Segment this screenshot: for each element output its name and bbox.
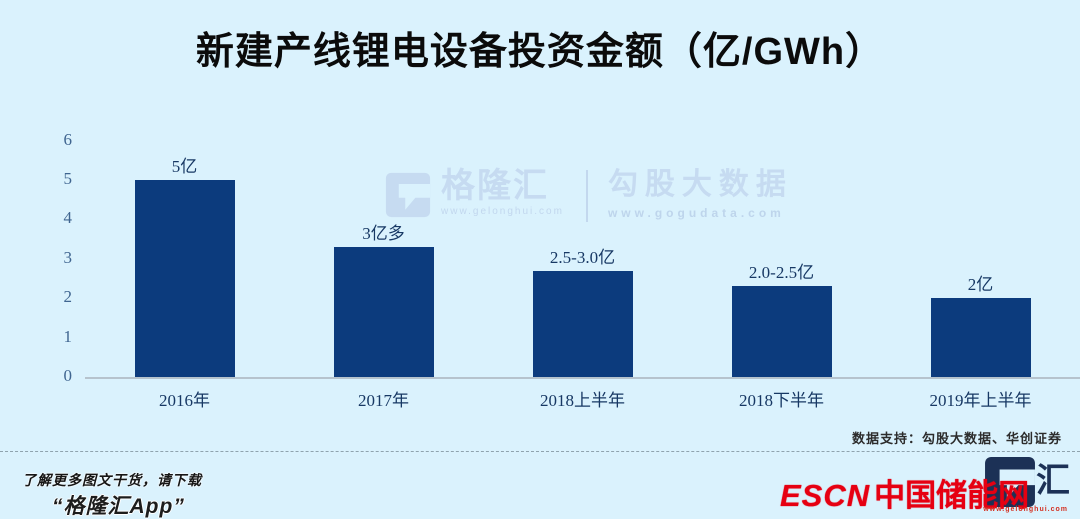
bar xyxy=(532,270,633,377)
x-axis-tick-label: 2016年 xyxy=(159,391,210,410)
y-axis-tick-label: 5 xyxy=(63,169,73,188)
x-axis-tick-label: 2018下半年 xyxy=(739,391,824,410)
bar-value-label: 5亿 xyxy=(171,157,198,176)
escn-watermark-url: www.gelonghui.com xyxy=(983,506,1068,513)
bar-value-label: 2.5-3.0亿 xyxy=(549,247,616,267)
bar-value-label: 2亿 xyxy=(967,275,994,295)
y-axis-tick-label: 1 xyxy=(63,326,73,346)
page-title: 新建产线锂电设备投资金额（亿/GWh） xyxy=(195,31,885,73)
bar xyxy=(731,286,832,377)
y-axis-tick-label: 0 xyxy=(63,366,73,385)
bar xyxy=(134,180,235,377)
x-axis-tick-label: 2019年上半年 xyxy=(929,391,1032,410)
escn-logo-cn: 中国储能网 xyxy=(874,478,1030,513)
gelonghui-dark-logo-char: 汇 xyxy=(1036,462,1070,500)
promo-text: 了解更多图文干货，请下载 xyxy=(22,472,202,488)
y-axis-tick-label: 4 xyxy=(63,208,73,228)
bar xyxy=(930,298,1031,377)
x-axis-tick-label: 2018上半年 xyxy=(540,391,625,410)
escn-logo-text: ESCN 中国储能网 xyxy=(780,470,1029,515)
x-axis-tick-label: 2017年 xyxy=(358,391,409,410)
bar-value-label: 3亿多 xyxy=(362,223,405,243)
y-axis-tick-label: 3 xyxy=(63,247,73,267)
x-axis-baseline xyxy=(85,377,1080,379)
y-axis-tick-label: 6 xyxy=(63,129,73,149)
promo-app-name: “格隆汇App” xyxy=(52,495,185,518)
data-support-credit: 数据支持：勾股大数据、华创证券 xyxy=(851,431,1062,446)
footer-divider xyxy=(0,451,1080,452)
bar-value-label: 2.0-2.5亿 xyxy=(748,263,815,283)
y-axis-tick-label: 2 xyxy=(63,287,73,307)
escn-logo-en: ESCN xyxy=(780,478,871,513)
bar xyxy=(333,246,434,377)
escn-logo: 汇 www.gelonghui.com ESCN 中国储能网 xyxy=(772,457,1072,515)
gelonghui-dark-logo-icon: 汇 xyxy=(984,456,1070,508)
